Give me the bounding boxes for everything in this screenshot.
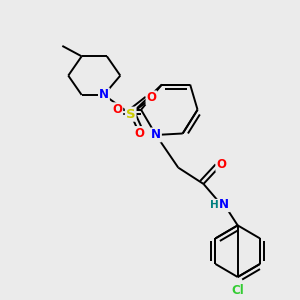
Text: N: N	[99, 88, 109, 101]
Text: O: O	[112, 103, 122, 116]
Text: O: O	[216, 158, 226, 171]
Text: O: O	[146, 92, 157, 104]
Text: N: N	[219, 198, 229, 211]
Text: Cl: Cl	[231, 284, 244, 297]
Text: H: H	[210, 200, 219, 210]
Text: S: S	[126, 108, 136, 121]
Text: O: O	[135, 127, 145, 140]
Text: N: N	[151, 128, 161, 142]
